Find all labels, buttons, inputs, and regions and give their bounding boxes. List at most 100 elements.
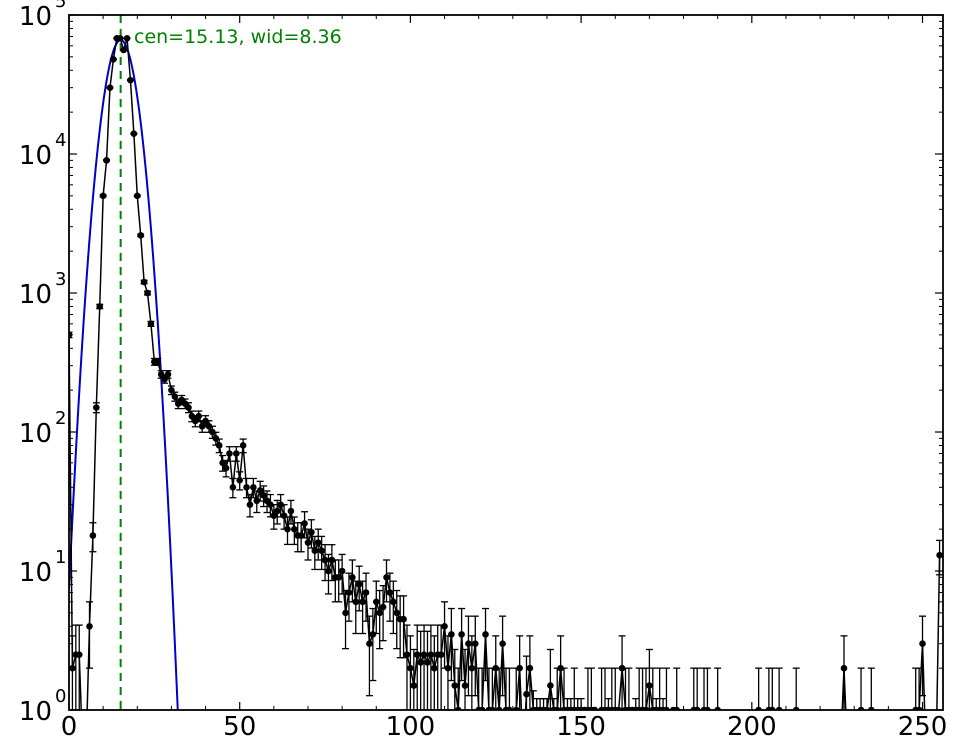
y-tick-label: 10	[19, 280, 52, 310]
data-point	[431, 664, 438, 672]
data-line	[69, 37, 941, 710]
data-point	[407, 664, 414, 672]
data-point	[219, 459, 226, 467]
data-point	[325, 567, 332, 575]
data-point	[171, 393, 179, 400]
data-point	[342, 609, 349, 617]
data-point	[130, 130, 138, 137]
data-point	[256, 487, 264, 494]
data-point	[427, 651, 435, 658]
data-point	[75, 651, 83, 658]
y-tick-exponent: 3	[55, 269, 66, 290]
data-point	[451, 682, 459, 689]
y-tick-label: 10	[19, 558, 52, 588]
data-point	[465, 640, 472, 647]
y-tick-exponent: 4	[55, 130, 66, 151]
data-point	[301, 520, 308, 527]
data-point	[291, 525, 298, 533]
y-tick-exponent: 1	[55, 547, 66, 568]
data-point	[133, 192, 141, 200]
data-point	[308, 528, 315, 536]
data-point	[99, 192, 107, 200]
data-point	[349, 574, 356, 581]
data-point	[362, 589, 370, 596]
data-point	[140, 278, 148, 286]
data-point	[338, 567, 346, 575]
data-point	[229, 484, 237, 491]
data-point	[116, 34, 124, 42]
data-point	[366, 640, 373, 647]
data-point	[321, 556, 329, 564]
data-point	[646, 682, 653, 689]
data-point	[273, 507, 281, 515]
data-point	[250, 484, 257, 491]
data-point	[448, 631, 455, 638]
y-tick-label: 10	[19, 2, 52, 32]
data-point	[195, 412, 203, 420]
data-point	[154, 358, 162, 366]
data-point	[147, 320, 155, 328]
data-point	[919, 640, 926, 647]
data-point	[192, 417, 199, 425]
data-point	[318, 547, 325, 554]
data-point	[403, 651, 411, 658]
y-tick-label: 10	[19, 697, 52, 727]
data-point	[236, 476, 244, 484]
data-point	[458, 631, 465, 638]
data-point	[413, 651, 421, 658]
data-point	[379, 603, 387, 611]
data-point	[523, 690, 530, 698]
y-tick-exponent: 5	[55, 0, 66, 12]
data-point	[260, 492, 267, 499]
data-point	[226, 450, 233, 457]
data-point	[420, 651, 428, 658]
data-point	[185, 404, 192, 411]
data-point	[304, 539, 312, 546]
x-tick-label: 250	[898, 712, 948, 742]
data-point	[400, 615, 407, 623]
fit-annotation: cen=15.13, wid=8.36	[134, 26, 342, 48]
data-point	[106, 84, 114, 91]
data-point	[390, 598, 397, 606]
data-point	[499, 640, 506, 647]
data-point	[297, 532, 305, 539]
x-tick-label: 50	[223, 712, 256, 742]
data-point	[86, 623, 93, 630]
data-point	[437, 651, 445, 658]
data-point	[137, 232, 144, 239]
data-point	[311, 547, 319, 554]
data-point	[284, 525, 291, 533]
data-point	[393, 609, 401, 617]
data-point	[471, 640, 479, 647]
data-point	[270, 512, 278, 519]
data-point	[287, 507, 295, 515]
x-tick-label: 100	[386, 712, 436, 742]
data-point	[212, 435, 220, 442]
data-point	[936, 551, 943, 559]
y-tick-label: 10	[19, 419, 52, 449]
data-point	[482, 631, 489, 638]
data-point	[232, 450, 240, 457]
data-point	[352, 598, 360, 606]
data-point	[359, 598, 366, 606]
y-tick-exponent: 2	[55, 408, 66, 429]
data-point	[441, 623, 448, 630]
data-point	[246, 501, 254, 508]
data-point	[127, 76, 134, 84]
data-point	[424, 659, 431, 666]
data-point	[516, 664, 523, 672]
data-point	[840, 664, 848, 672]
data-point	[144, 289, 151, 297]
data-point	[444, 664, 452, 672]
x-tick-label: 200	[727, 712, 777, 742]
data-point	[280, 512, 288, 519]
y-tick-label: 10	[19, 141, 52, 171]
data-point	[372, 598, 380, 606]
data-point	[345, 589, 353, 596]
data-point	[89, 532, 97, 539]
plot-frame	[68, 14, 944, 711]
data-point	[526, 664, 534, 672]
data-point	[164, 371, 172, 378]
